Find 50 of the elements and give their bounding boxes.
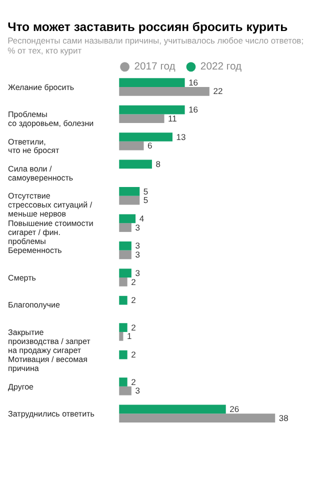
legend-label: 2017 год (134, 62, 176, 73)
bar (119, 223, 132, 232)
bar (119, 414, 276, 422)
data-label: 16 (188, 77, 198, 88)
data-label: 5 (143, 186, 148, 196)
bar (119, 141, 144, 150)
data-label: 13 (176, 132, 186, 142)
data-label: 38 (278, 412, 289, 423)
legend-label: 2022 год (200, 62, 242, 73)
bar (119, 378, 128, 386)
bar (119, 160, 152, 169)
bar (119, 350, 128, 360)
bar (119, 250, 132, 260)
data-label: 3 (135, 386, 140, 396)
data-label: 8 (156, 159, 161, 170)
data-label: 2 (131, 322, 136, 332)
data-label: 6 (148, 140, 153, 151)
data-label: 5 (143, 195, 148, 206)
bar (119, 114, 164, 124)
data-label: 3 (135, 250, 140, 260)
data-label: 3 (135, 268, 140, 278)
chart-subtitle: Респонденты сами называли причины, учитывалось любое число ответов; % от тех, кто курит (8, 35, 304, 56)
data-label: 2 (131, 276, 136, 287)
bar (119, 132, 172, 142)
bar (119, 196, 140, 205)
data-label: 2 (131, 350, 136, 360)
bar (119, 386, 132, 396)
data-label: 22 (213, 86, 223, 96)
bar (119, 268, 132, 278)
bar (119, 332, 124, 341)
data-label: 11 (168, 113, 178, 124)
bar (119, 278, 128, 286)
data-label: 3 (135, 240, 140, 251)
data-label: 3 (135, 222, 140, 232)
data-label: 2 (131, 376, 136, 387)
data-label: 16 (188, 104, 198, 115)
bar (119, 296, 128, 305)
bar (119, 323, 128, 332)
data-label: 1 (127, 331, 132, 342)
data-label: 26 (230, 404, 240, 414)
data-label: 4 (139, 214, 144, 224)
bar (119, 86, 210, 96)
chart-title: Что может заставить россиян бросить курить (8, 20, 288, 34)
bar (119, 187, 140, 196)
bar (119, 105, 185, 114)
bar (119, 241, 132, 250)
data-label: 2 (131, 295, 136, 306)
bar (119, 214, 136, 224)
bar (119, 404, 226, 414)
bar (119, 78, 185, 87)
